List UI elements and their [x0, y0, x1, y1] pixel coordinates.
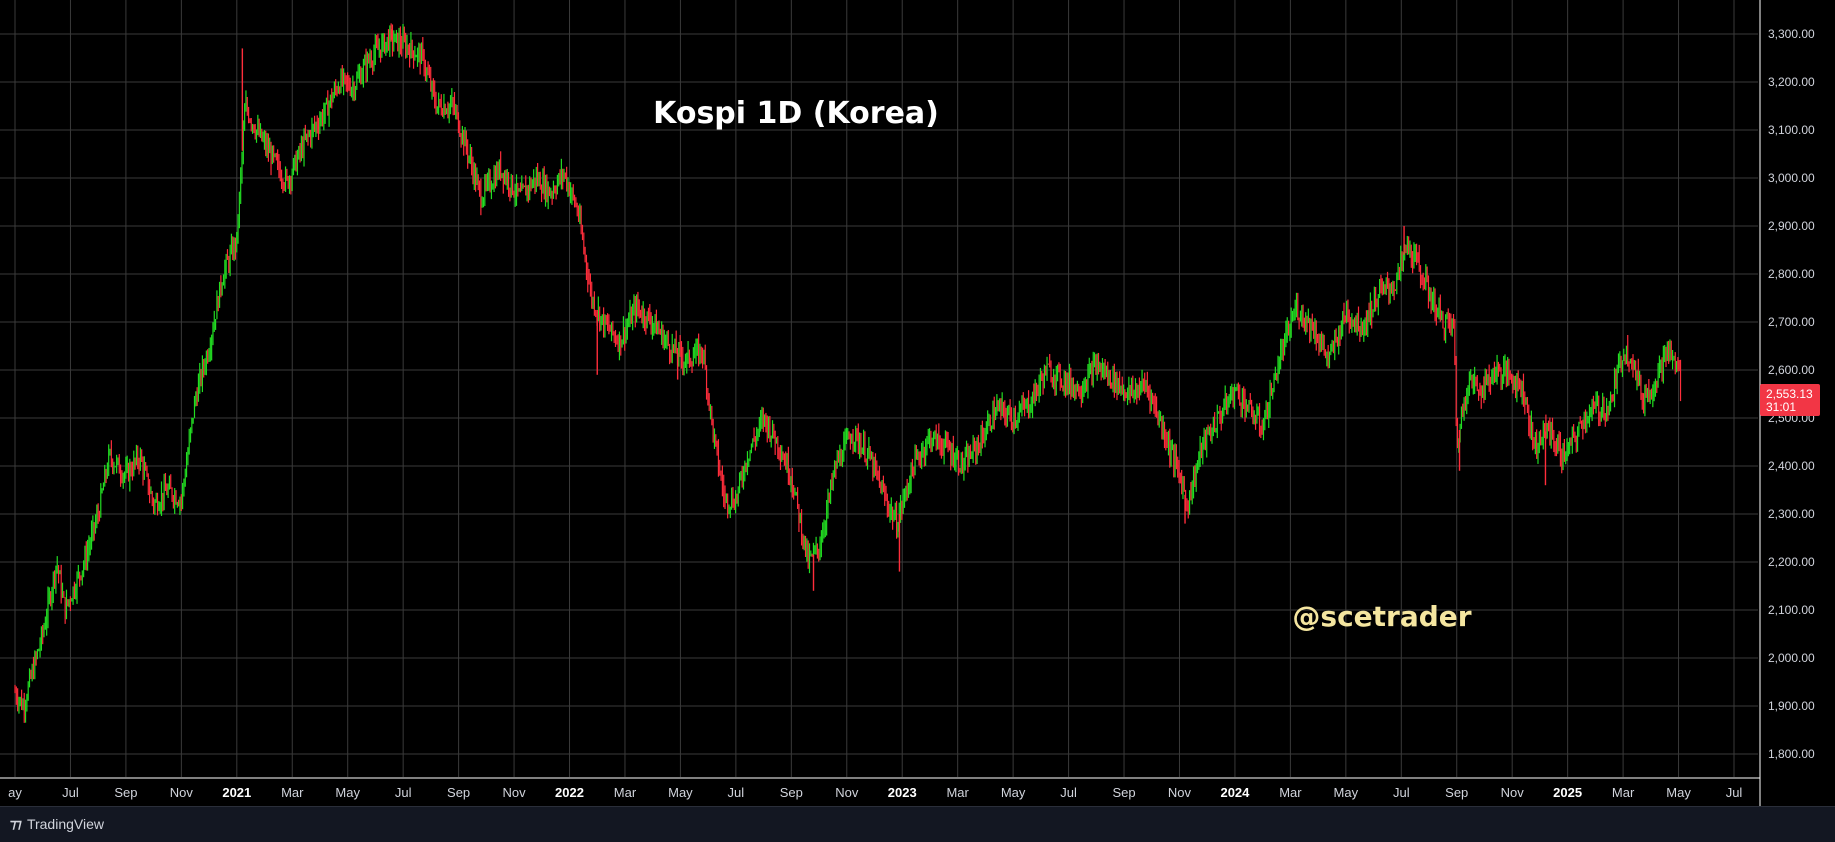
- y-tick-label: 2,400.00: [1768, 459, 1815, 473]
- x-tick-label: Jul: [395, 785, 412, 800]
- x-tick-label: Mar: [614, 785, 637, 800]
- x-tick-label: 2021: [222, 785, 251, 800]
- y-tick-label: 2,700.00: [1768, 315, 1815, 329]
- x-tick-label: May: [1334, 785, 1359, 800]
- price-axis[interactable]: 3,300.00 3,200.00 3,100.00 3,000.00 2,900.00…: [1768, 27, 1815, 761]
- x-tick-label: Sep: [1112, 785, 1135, 800]
- kospi-candlestick-chart[interactable]: 3,300.00 3,200.00 3,100.00 3,000.00 2,900.00…: [0, 0, 1835, 806]
- grid: [0, 0, 1758, 777]
- x-tick-label: Mar: [1279, 785, 1302, 800]
- y-tick-label: 3,000.00: [1768, 171, 1815, 185]
- y-tick-label: 1,800.00: [1768, 747, 1815, 761]
- x-tick-label: 2023: [888, 785, 917, 800]
- y-tick-label: 2,800.00: [1768, 267, 1815, 281]
- last-price-value: 2,553.13: [1766, 387, 1813, 401]
- x-tick-label: Mar: [946, 785, 969, 800]
- y-tick-label: 1,900.00: [1768, 699, 1815, 713]
- x-tick-label: Jul: [1060, 785, 1077, 800]
- x-tick-label: Nov: [835, 785, 859, 800]
- x-tick-label: May: [668, 785, 693, 800]
- watermark: @scetrader: [1292, 600, 1471, 633]
- candles: [14, 23, 1682, 723]
- y-tick-label: 2,300.00: [1768, 507, 1815, 521]
- x-tick-label: May: [1666, 785, 1691, 800]
- y-tick-label: 2,600.00: [1768, 363, 1815, 377]
- brand-name: TradingView: [26, 816, 104, 832]
- x-tick-label: 2025: [1553, 785, 1582, 800]
- x-tick-label: May: [335, 785, 360, 800]
- footer-bar: ⁊⁊ TradingView: [0, 806, 1835, 842]
- x-tick-label: 2022: [555, 785, 584, 800]
- x-tick-label: May: [1001, 785, 1026, 800]
- x-tick-label: Nov: [170, 785, 194, 800]
- x-tick-label: Sep: [780, 785, 803, 800]
- y-tick-label: 2,100.00: [1768, 603, 1815, 617]
- last-price-tag[interactable]: 2,553.13 31:01: [1760, 384, 1820, 416]
- x-tick-label: Jul: [1393, 785, 1410, 800]
- brand[interactable]: ⁊⁊ TradingView: [10, 816, 104, 832]
- y-tick-label: 3,300.00: [1768, 27, 1815, 41]
- x-tick-label: Sep: [447, 785, 470, 800]
- x-tick-label: Sep: [1445, 785, 1468, 800]
- chart-title: Kospi 1D (Korea): [653, 96, 939, 131]
- x-tick-label: Nov: [1501, 785, 1525, 800]
- x-tick-label: Jul: [62, 785, 79, 800]
- x-tick-label: 2024: [1220, 785, 1250, 800]
- x-tick-label: Jul: [728, 785, 745, 800]
- y-tick-label: 3,100.00: [1768, 123, 1815, 137]
- tradingview-logo-icon: ⁊⁊: [10, 816, 22, 831]
- x-tick-label: Nov: [503, 785, 527, 800]
- time-axis[interactable]: ay Jul Sep Nov 2021 Mar May Jul Sep Nov 2022 Mar May…: [8, 785, 1742, 800]
- x-tick-label: Mar: [281, 785, 304, 800]
- x-tick-label: Nov: [1168, 785, 1192, 800]
- x-tick-label: Sep: [114, 785, 137, 800]
- y-tick-label: 2,200.00: [1768, 555, 1815, 569]
- y-tick-label: 2,000.00: [1768, 651, 1815, 665]
- y-tick-label: 3,200.00: [1768, 75, 1815, 89]
- x-tick-label: ay: [8, 785, 22, 800]
- x-tick-label: Mar: [1612, 785, 1635, 800]
- last-price-countdown: 31:01: [1766, 400, 1796, 414]
- x-tick-label: Jul: [1726, 785, 1743, 800]
- last-price-tag-bg: [1760, 384, 1820, 416]
- y-tick-label: 2,900.00: [1768, 219, 1815, 233]
